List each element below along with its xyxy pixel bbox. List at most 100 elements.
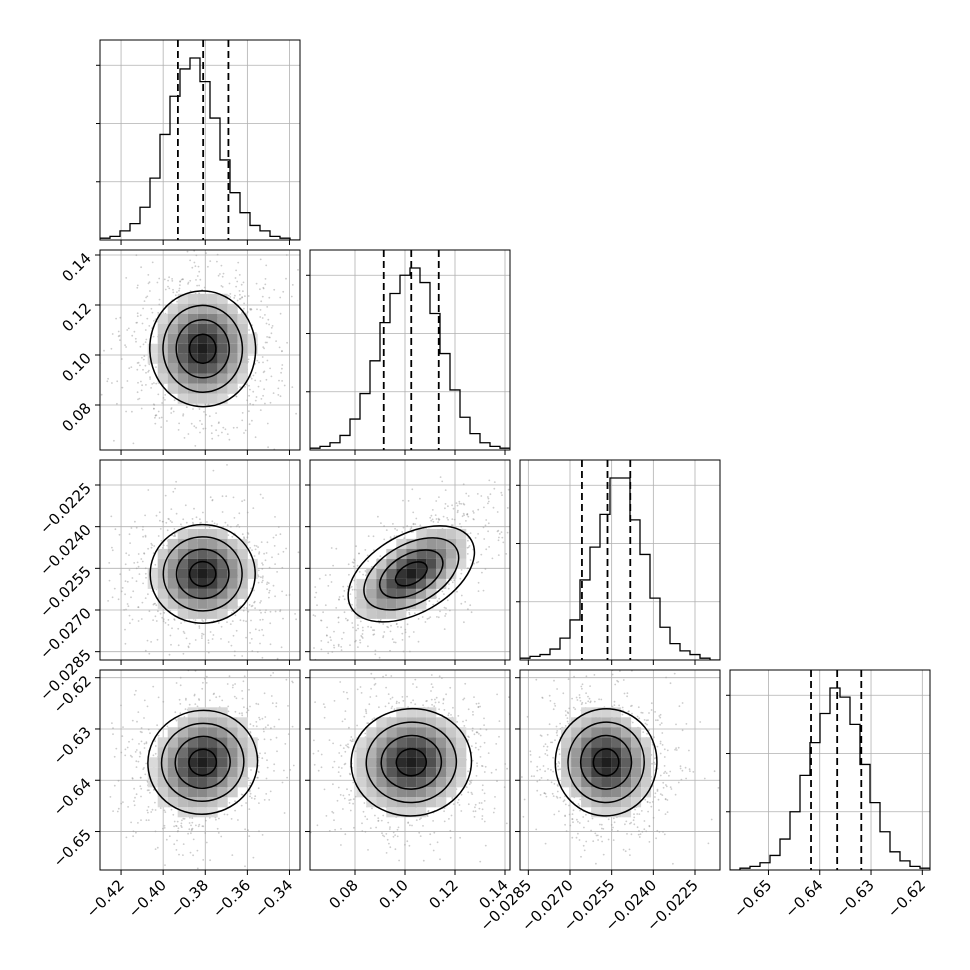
scatter-point: [143, 699, 146, 702]
scatter-point: [108, 579, 111, 582]
scatter-point: [250, 587, 253, 590]
scatter-point: [174, 294, 177, 297]
scatter-point: [135, 340, 137, 343]
density-cell: [197, 538, 208, 549]
scatter-point: [349, 809, 352, 812]
scatter-point: [245, 636, 248, 639]
scatter-point: [367, 535, 370, 537]
scatter-point: [297, 551, 300, 554]
scatter-point: [341, 720, 344, 723]
scatter-point: [347, 746, 350, 749]
scatter-point: [444, 507, 446, 510]
scatter-point: [266, 422, 269, 425]
density-cell: [436, 548, 447, 559]
scatter-point: [507, 488, 510, 491]
panel-3-1: 0.08 0.10 0.12 0.14: [275, 669, 512, 912]
scatter-point: [230, 209, 232, 211]
scatter-point: [340, 755, 343, 757]
scatter-point: [312, 752, 315, 755]
scatter-point: [249, 402, 252, 405]
scatter-point: [487, 496, 489, 498]
scatter-point: [140, 727, 143, 729]
density-cell: [237, 333, 248, 344]
scatter-point: [263, 388, 265, 391]
scatter-point: [331, 810, 334, 813]
scatter-point: [220, 835, 223, 838]
scatter-point: [484, 765, 487, 768]
density-cell: [247, 568, 258, 579]
scatter-point: [387, 702, 390, 705]
scatter-point: [217, 832, 220, 834]
scatter-point: [135, 760, 138, 763]
scatter-point: [143, 767, 145, 769]
scatter-point: [269, 643, 272, 646]
scatter-point: [132, 835, 135, 838]
scatter-point: [469, 604, 472, 607]
scatter-point: [158, 298, 161, 301]
scatter-point: [110, 515, 113, 518]
scatter-point: [348, 726, 350, 729]
scatter-point: [414, 678, 417, 681]
scatter-point: [413, 612, 416, 615]
scatter-point: [232, 609, 235, 612]
scatter-point: [312, 614, 315, 616]
scatter-point: [159, 519, 161, 522]
scatter-point: [140, 389, 143, 392]
density-cell: [177, 383, 188, 394]
scatter-point: [147, 547, 150, 550]
scatter-point: [243, 706, 245, 709]
scatter-point: [217, 434, 220, 437]
density-cell: [177, 558, 188, 569]
scatter-point: [392, 831, 395, 834]
density-cell: [177, 353, 188, 364]
scatter-point: [401, 531, 404, 533]
scatter-point: [135, 766, 138, 768]
scatter-point: [237, 524, 239, 526]
panel-1-0: 0.080.100.120.14: [58, 209, 301, 455]
scatter-point: [263, 738, 266, 741]
scatter-point: [189, 279, 192, 282]
scatter-point: [483, 771, 486, 773]
y-tick-label: −0.64: [50, 774, 95, 819]
scatter-point: [263, 552, 265, 555]
scatter-point: [352, 561, 355, 564]
scatter-point: [473, 733, 476, 736]
density-cell: [157, 757, 168, 768]
scatter-point: [480, 495, 483, 497]
scatter-point: [250, 308, 253, 310]
scatter-point: [479, 705, 481, 708]
scatter-point: [449, 829, 452, 832]
scatter-point: [167, 215, 169, 217]
scatter-point: [383, 631, 386, 633]
density-cell: [396, 548, 407, 559]
scatter-point: [261, 579, 264, 582]
scatter-point: [409, 650, 411, 653]
scatter-point: [382, 635, 385, 637]
scatter-point: [254, 649, 256, 651]
density-cell: [217, 608, 228, 619]
scatter-point: [146, 809, 149, 812]
scatter-point: [451, 797, 454, 800]
scatter-point: [330, 604, 332, 606]
scatter-point: [131, 756, 133, 758]
density-cell: [207, 568, 218, 579]
scatter-point: [188, 703, 191, 706]
scatter-point: [247, 829, 249, 831]
scatter-point: [412, 683, 414, 685]
scatter-point: [175, 480, 178, 483]
scatter-point: [275, 767, 277, 769]
scatter-point: [136, 312, 139, 315]
density-cell: [187, 608, 198, 619]
scatter-point: [248, 808, 251, 810]
density-cell: [197, 303, 208, 314]
scatter-point: [226, 621, 228, 623]
scatter-point: [261, 317, 264, 319]
scatter-point: [531, 548, 533, 550]
scatter-point: [324, 574, 327, 576]
scatter-point: [259, 619, 262, 621]
scatter-point: [231, 535, 234, 538]
scatter-point: [379, 555, 382, 557]
density-cell: [446, 548, 457, 559]
density-cell: [247, 757, 258, 768]
scatter-point: [227, 294, 230, 297]
